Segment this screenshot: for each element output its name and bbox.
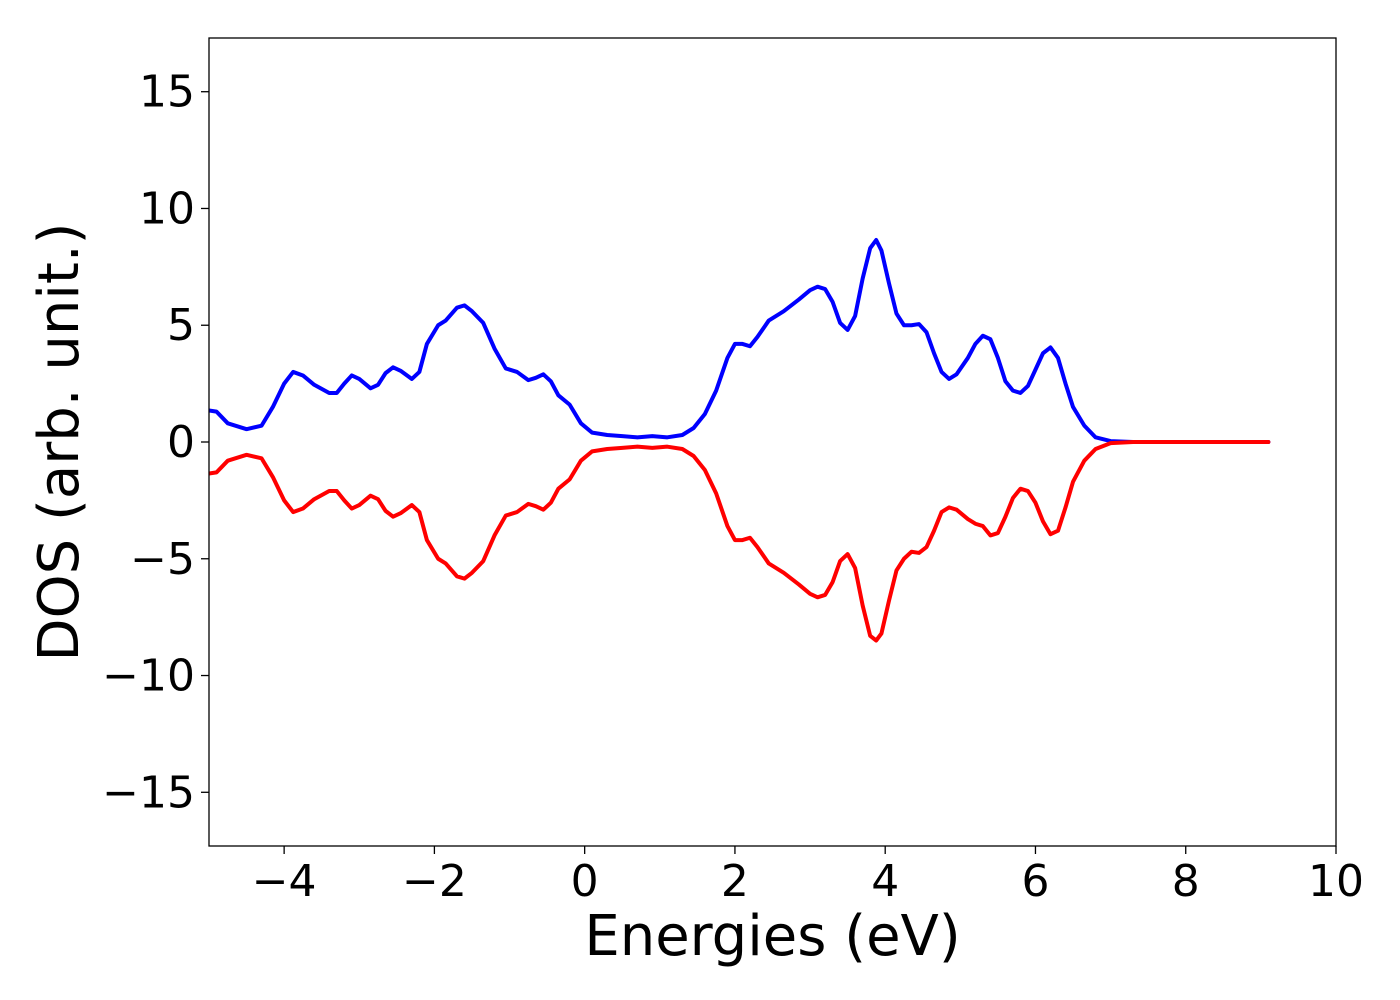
x-tick-label: 8 <box>1172 856 1200 907</box>
x-tick-label: 4 <box>871 856 899 907</box>
series-line-2 <box>209 440 1271 643</box>
x-tick-label: 0 <box>571 856 599 907</box>
y-tick-label: 5 <box>167 300 195 351</box>
axis-ticks: −4 −2 0 2 4 6 8 10 15 10 5 0 −5 −10 −15 <box>102 67 1364 907</box>
y-tick-label: −15 <box>102 767 195 818</box>
y-tick-label: −10 <box>102 651 195 702</box>
y-tick-label: −5 <box>130 534 195 585</box>
x-tick-label: 10 <box>1308 856 1364 907</box>
series-line-1 <box>209 238 1271 444</box>
y-axis-label: DOS (arb. unit.) <box>27 222 92 661</box>
x-tick-label: 2 <box>721 856 749 907</box>
x-tick-label: −2 <box>402 856 467 907</box>
y-tick-label: 0 <box>167 417 195 468</box>
x-tick-label: 6 <box>1021 856 1049 907</box>
y-tick-label: 10 <box>139 183 195 234</box>
x-tick-label: −4 <box>252 856 317 907</box>
x-axis-label: Energies (eV) <box>584 904 960 969</box>
y-tick-label: 15 <box>139 67 195 118</box>
